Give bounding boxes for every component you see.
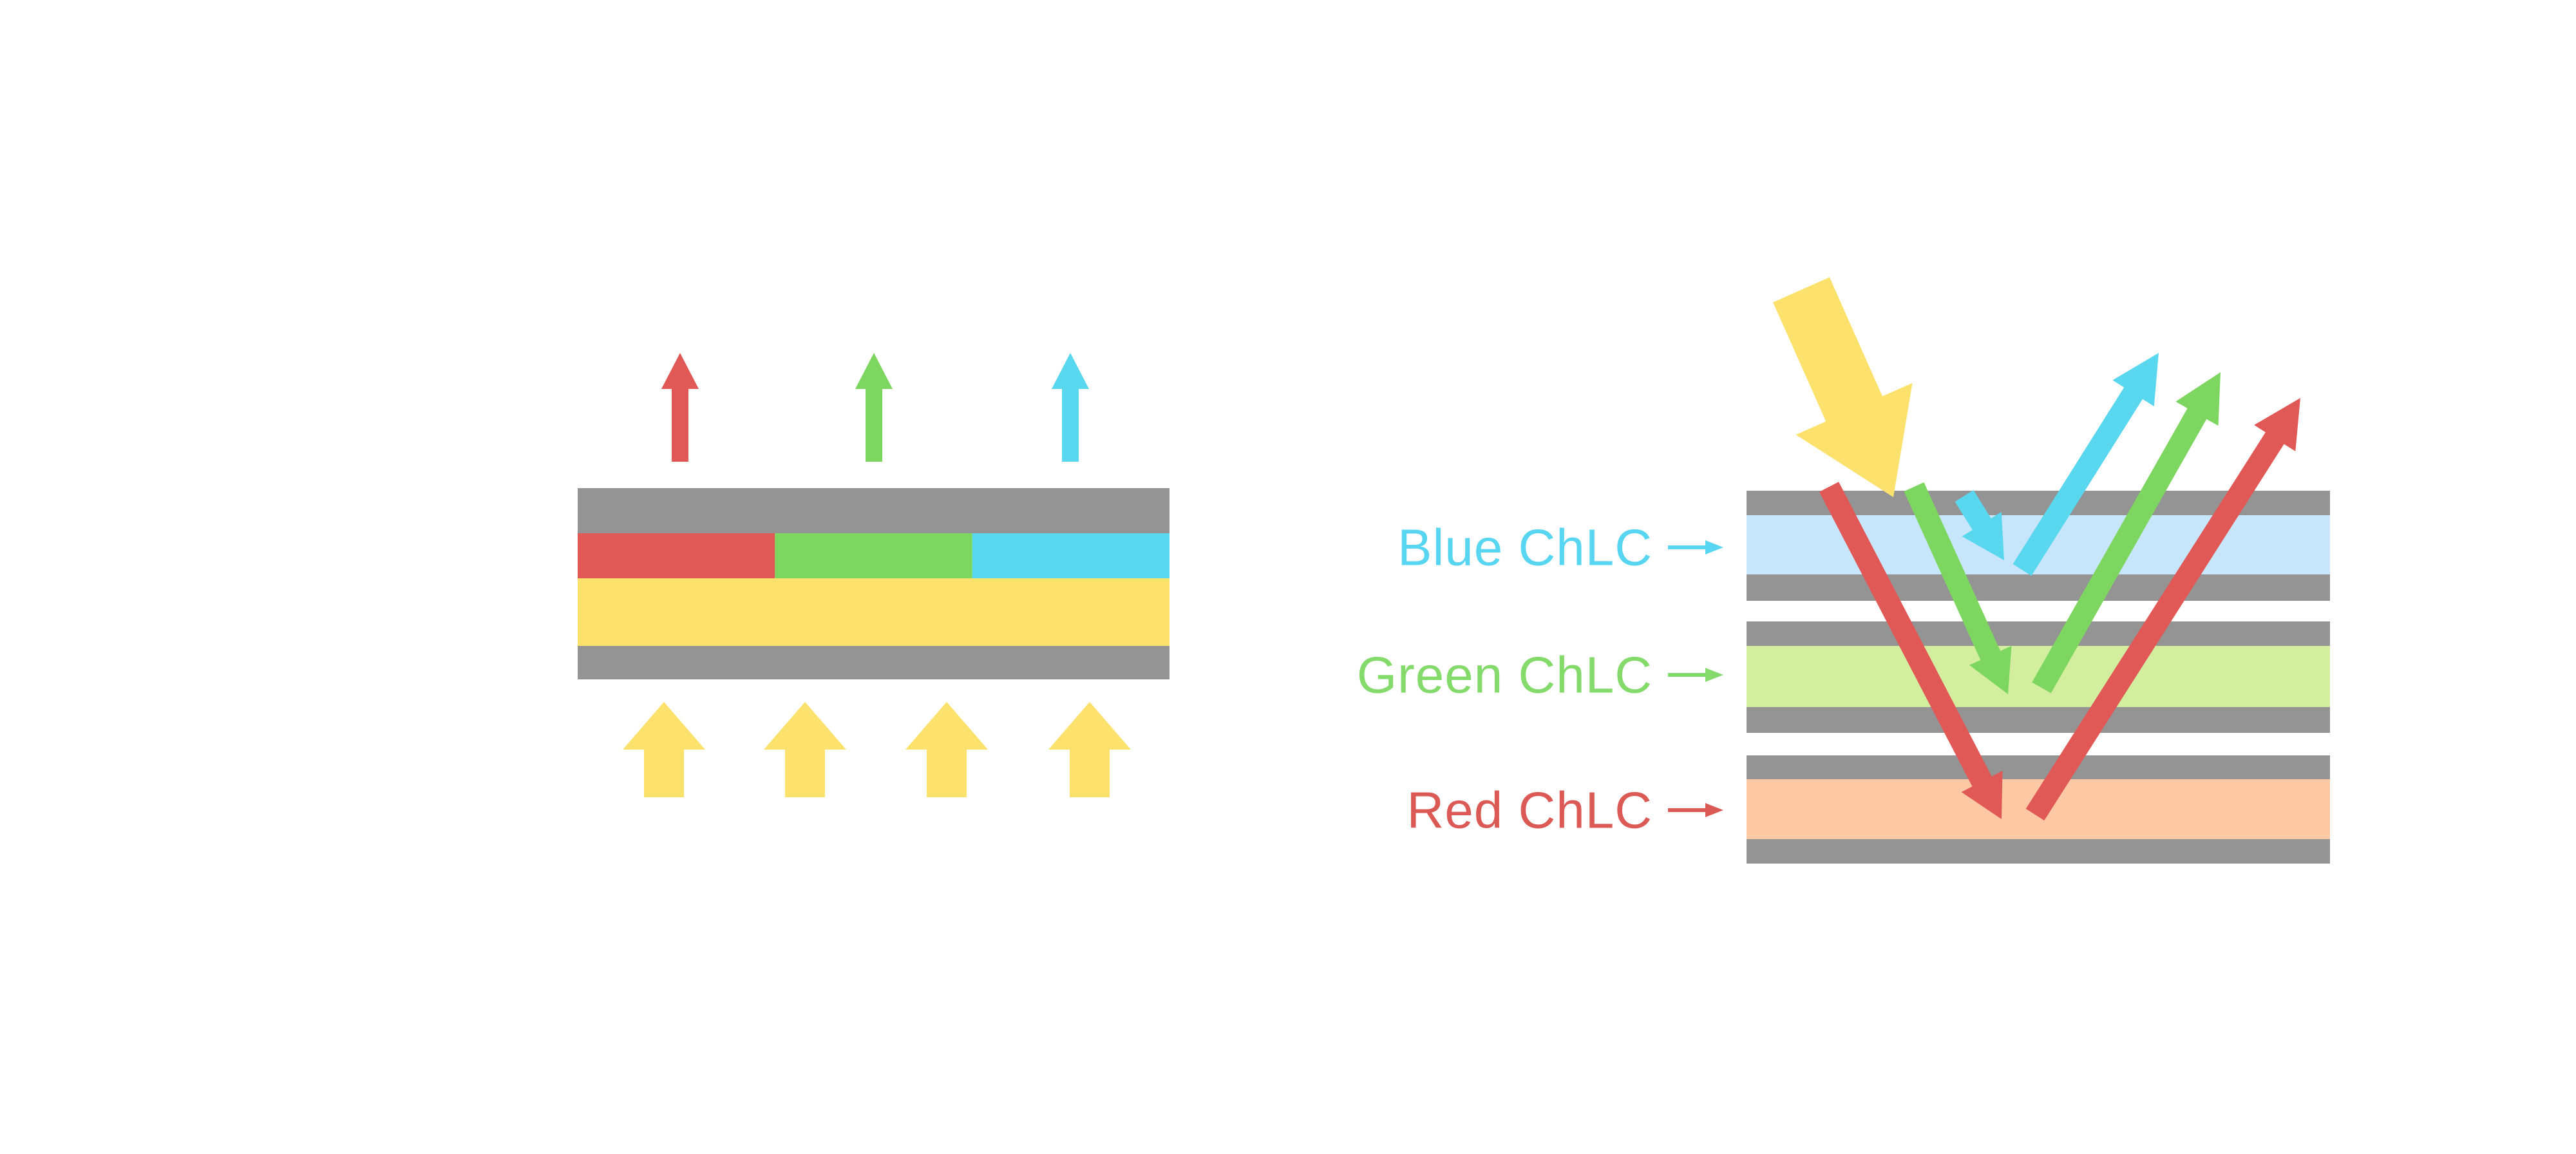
chlc-light-rays	[1773, 277, 2300, 821]
blue-chlc-label: Blue ChLC	[1397, 519, 1653, 576]
incident-red-ray-arrow	[1819, 482, 2003, 819]
backlight-arrow	[1048, 702, 1131, 797]
chlc-layer-labels: Blue ChLC Green ChLC Red ChLC	[1357, 519, 1653, 839]
emitted-cyan-light-arrow	[1052, 353, 1089, 462]
incident-green-ray-arrow	[1904, 482, 2012, 694]
label-pointer-arrow	[1668, 668, 1723, 682]
substrate-bar	[1747, 574, 2330, 601]
substrate-bar	[1747, 707, 2330, 733]
incident-light-arrow	[1773, 277, 1913, 497]
backlight-arrow	[764, 702, 846, 797]
reflected-red-ray-arrow	[2025, 398, 2300, 821]
green-chlc-label: Green ChLC	[1357, 647, 1653, 704]
reflected-cyan-ray-arrow	[2012, 353, 2159, 576]
substrate-bar	[1747, 839, 2330, 864]
subpixel-red-layer	[578, 533, 775, 578]
backlight-arrow	[623, 702, 705, 797]
incident-cyan-ray-arrow	[1955, 490, 2004, 560]
red-chlc-label: Red ChLC	[1406, 782, 1653, 839]
backlight-layer	[578, 578, 1170, 646]
left-bottom-substrate-layer	[578, 646, 1170, 679]
backlit-stack-diagram	[578, 353, 1170, 797]
left-top-substrate-layer	[578, 488, 1170, 533]
reflected-green-ray-arrow	[2032, 372, 2221, 694]
emitted-red-light-arrow	[661, 353, 699, 462]
emitted-green-light-arrow	[855, 353, 893, 462]
substrate-bar	[1747, 621, 2330, 646]
label-pointer-arrow	[1668, 540, 1723, 554]
substrate-bar	[1747, 755, 2330, 779]
label-pointer-arrow	[1668, 803, 1723, 817]
subpixel-green-layer	[775, 533, 972, 578]
backlight-arrow	[905, 702, 988, 797]
subpixel-cyan-layer	[972, 533, 1170, 578]
